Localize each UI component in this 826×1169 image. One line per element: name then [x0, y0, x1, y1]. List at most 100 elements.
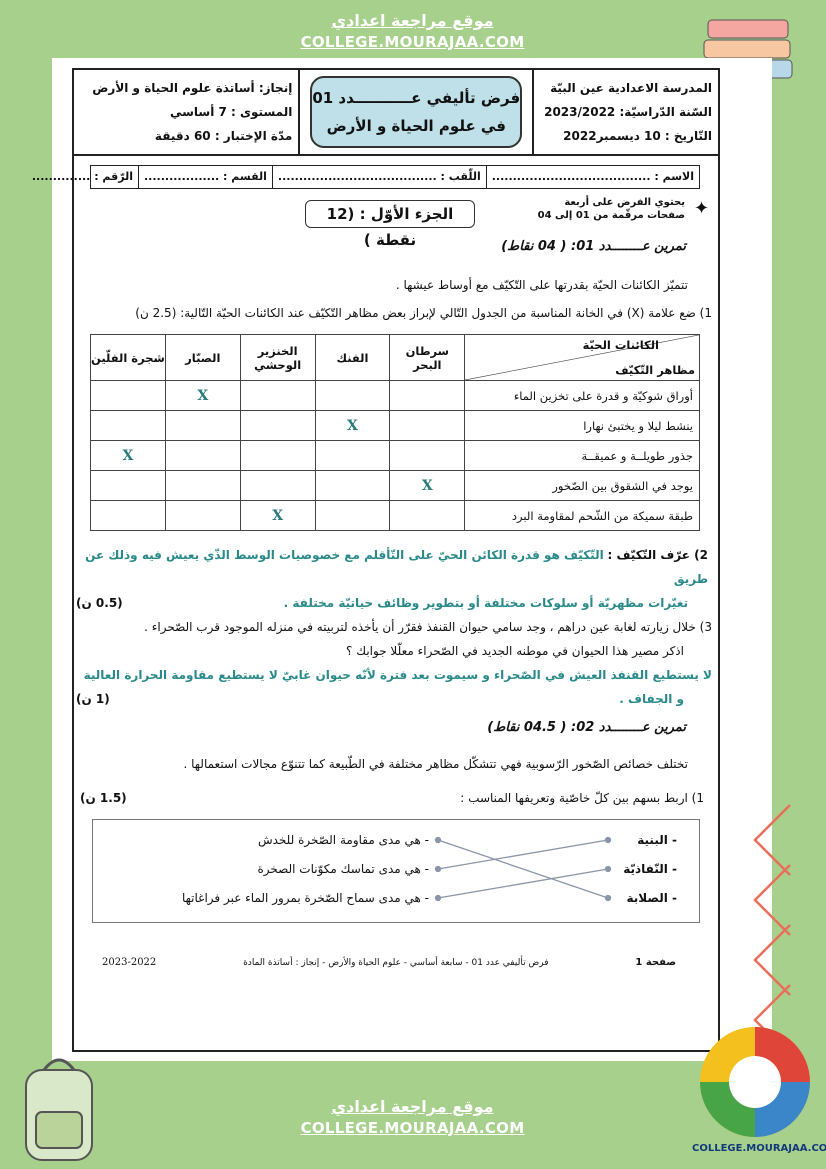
table-cell[interactable] [314, 380, 391, 411]
table-cell[interactable]: X [164, 380, 241, 411]
question-3: 3) خلال زيارته لغابة عين دراهم ، وجد سام… [76, 615, 712, 711]
banner-arabic-bottom: موقع مراجعة اعدادي [331, 1097, 494, 1116]
site-logo-icon [700, 1027, 810, 1137]
question-3-prompt: اذكر مصير هذا الحيوان في موطنه الجديد في… [346, 644, 684, 658]
bottom-banner[interactable]: موقع مراجعة اعدادي COLLEGE.MOURAJAA.COM [290, 1092, 535, 1148]
footer-center: فرض تأليفي عدد 01 - سابعة أساسي - علوم ا… [243, 957, 549, 968]
table-row: ينشط ليلا و يختبئ نهارا X [90, 410, 700, 441]
table-cell[interactable] [164, 410, 241, 441]
corner-bottom: مظاهر التّكيّف [615, 363, 695, 377]
school-name: المدرسة الاعدادية عين البيّة [550, 81, 712, 95]
name-field[interactable]: الاسم : ................................… [485, 166, 699, 188]
arrow-structure [437, 839, 609, 870]
table-cell[interactable]: X [90, 440, 166, 471]
table-cell[interactable] [164, 440, 241, 471]
author: إنجاز: أساتذة علوم الحياة و الأرض [92, 81, 293, 95]
surname-field[interactable]: اللّقب : ...............................… [271, 166, 486, 188]
table-cell[interactable] [239, 440, 316, 471]
table-cell[interactable] [314, 440, 391, 471]
definitions-list: - هي مدى مقاومة الصّخرة للخدش - هي مدى ت… [182, 826, 429, 913]
x-mark: X [272, 507, 284, 524]
corner-cell: الكائنات الحيّة مظاهر التّكيّف [464, 334, 700, 381]
title-line-1: فرض تأليفي عـــــــــــدد 01 [312, 89, 521, 107]
table-cell[interactable] [239, 470, 316, 501]
banner-site-bottom[interactable]: COLLEGE.MOURAJAA.COM [300, 1119, 525, 1137]
table-cell[interactable]: X [239, 500, 316, 531]
properties-list: - البنية - النّفاذيّة - الصلابة [623, 826, 677, 913]
page-frame [72, 68, 720, 1052]
column-header: الصبّار [164, 334, 241, 381]
property-hardness: - الصلابة [626, 891, 678, 905]
table-cell[interactable] [389, 380, 466, 411]
top-banner[interactable]: موقع مراجعة اعدادي COLLEGE.MOURAJAA.COM [290, 6, 535, 58]
table-cell[interactable] [164, 470, 241, 501]
x-mark: X [421, 477, 433, 494]
logo-text: COLLEGE.MOURAJAA.COM [692, 1143, 826, 1154]
table-row: طبقة سميكة من الشّحم لمقاومة البرد X [90, 500, 700, 531]
ex2-q1-points: (1.5 ن) [80, 791, 127, 805]
footer: صفحة 1 فرض تأليفي عدد 01 - سابعة أساسي -… [76, 957, 712, 968]
level: المستوى : 7 أساسي [169, 105, 293, 119]
diagonal-line [465, 335, 699, 380]
question-2-label: 2) عرّف التّكيّف : [607, 548, 708, 562]
exam-header: المدرسة الاعدادية عين البيّة السّنة الدّ… [72, 68, 720, 156]
table-cell[interactable] [239, 380, 316, 411]
row-label: جذور طويلــة و عميقــة [464, 440, 700, 471]
definition-3: - هي مدى سماح الصّخرة بمرور الماء عبر فر… [181, 891, 429, 905]
backpack-icon [25, 1058, 93, 1161]
table-cell[interactable] [90, 380, 166, 411]
exercise-1-intro: تتميّز الكائنات الحيّة بقدرتها على التّك… [395, 278, 688, 292]
exam-details: إنجاز: أساتذة علوم الحياة و الأرض المستو… [74, 70, 298, 154]
x-mark: X [197, 387, 209, 404]
question-3-answer-2: و الجفاف . [619, 692, 684, 706]
exam-title: فرض تأليفي عـــــــــــدد 01 في علوم الح… [310, 76, 523, 148]
banner-arabic: موقع مراجعة اعدادي [331, 11, 494, 30]
table-row: أوراق شوكيّة و قدرة على تخزين الماء X [90, 380, 700, 411]
student-info: الاسم : ................................… [32, 165, 700, 189]
exam-date: التّاريخ : 10 ديسمبر2022 [563, 129, 712, 143]
arrow-permeability [437, 868, 609, 899]
table-cell[interactable] [90, 470, 166, 501]
column-header: الخنزير الوحشي [239, 334, 316, 381]
table-cell[interactable] [314, 500, 391, 531]
table-cell[interactable] [389, 500, 466, 531]
table-cell[interactable] [314, 470, 391, 501]
exercise-2-title: تمرين عــــــــدد 02: ( 04.5 نقاط) [487, 720, 686, 735]
table-cell[interactable]: X [389, 470, 466, 501]
banner-site[interactable]: COLLEGE.MOURAJAA.COM [300, 33, 525, 51]
table-cell[interactable] [389, 410, 466, 441]
title-cell: فرض تأليفي عـــــــــــدد 01 في علوم الح… [298, 70, 532, 154]
table-cell[interactable] [164, 500, 241, 531]
question-3-answer-1: لا يستطيع القنفذ العيش في الصّحراء و سيم… [83, 668, 712, 682]
part-title: الجزء الأوّل : (12 نقطة ) [305, 200, 475, 249]
number-field[interactable]: الرّقم : .............. [31, 170, 133, 183]
adaptation-table: الكائنات الحيّة مظاهر التّكيّف سرطان الب… [90, 334, 700, 531]
matching-arrows [434, 836, 612, 902]
table-cell[interactable] [239, 410, 316, 441]
row-label: طبقة سميكة من الشّحم لمقاومة البرد [464, 500, 700, 531]
column-header: شجرة الفلّين [90, 334, 166, 381]
property-structure: - البنية [637, 833, 677, 847]
table-cell[interactable] [90, 500, 166, 531]
column-header: الفنك [314, 334, 391, 381]
matching-box: - البنية - النّفاذيّة - الصلابة - هي مدى… [92, 819, 700, 923]
footer-year: 2023-2022 [102, 957, 157, 968]
x-mark: X [122, 447, 134, 464]
exercise-2-intro: تختلف خصائص الصّخور الرّسوبية فهي تتشكّل… [183, 757, 688, 771]
footer-page: صفحة 1 [635, 957, 676, 968]
row-label: ينشط ليلا و يختبئ نهارا [464, 410, 700, 441]
exam-page [52, 58, 772, 1061]
class-field[interactable]: القسم : .................. [138, 166, 272, 188]
row-label: أوراق شوكيّة و قدرة على تخزين الماء [464, 380, 700, 411]
question-2-answer-2: تغيّرات مظهريّة أو سلوكات مختلفة أو بتطو… [283, 596, 688, 610]
question-2: 2) عرّف التّكيّف : التّكيّف هو قدرة الكا… [76, 543, 712, 615]
question-3-points: (1 ن) [76, 692, 110, 706]
question-2-answer-1: التّكيّف هو قدرة الكائن الحيّ على التّأق… [85, 548, 708, 586]
definition-2: - هي مدى تماسك مكوّنات الصخرة [257, 862, 429, 876]
column-header: سرطان البحر [389, 334, 466, 381]
row-label: يوجد في الشقوق بين الصّخور [464, 470, 700, 501]
table-cell[interactable] [389, 440, 466, 471]
table-cell[interactable] [90, 410, 166, 441]
table-cell[interactable]: X [314, 410, 391, 441]
star-icon: ✦ [694, 198, 710, 219]
